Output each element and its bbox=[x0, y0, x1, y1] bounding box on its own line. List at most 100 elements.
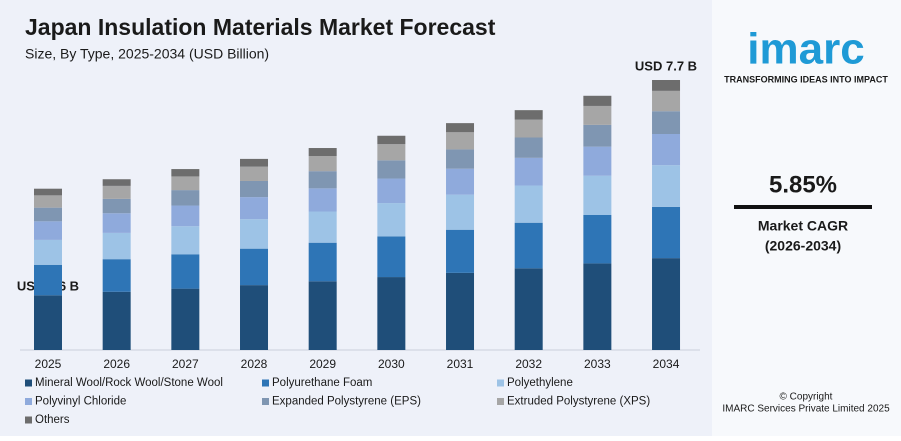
logo: imarc bbox=[747, 25, 864, 74]
bar-segment bbox=[240, 166, 269, 181]
bar-segment bbox=[583, 95, 612, 106]
legend-label: Others bbox=[35, 414, 70, 426]
bar-segment bbox=[240, 285, 269, 350]
bar-segment bbox=[446, 132, 475, 150]
bar-segment bbox=[34, 295, 62, 350]
bar-segment bbox=[514, 110, 543, 120]
cagr-period: (2026-2034) bbox=[765, 238, 841, 254]
cagr-value: 5.85% bbox=[769, 171, 837, 198]
bar-segment bbox=[240, 219, 269, 249]
bar-segment bbox=[171, 176, 200, 191]
bar-segment bbox=[446, 229, 475, 273]
legend-label: Polyurethane Foam bbox=[272, 377, 372, 389]
bar-segment bbox=[377, 277, 406, 350]
bar-segment bbox=[171, 169, 200, 177]
bar-segment bbox=[377, 178, 406, 204]
legend-swatch bbox=[262, 398, 269, 405]
bar-segment bbox=[102, 232, 131, 260]
bar-segment bbox=[308, 188, 337, 212]
bar-segment bbox=[34, 207, 62, 222]
bar-segment bbox=[652, 111, 681, 134]
bar-segment bbox=[308, 156, 337, 172]
bar-segment bbox=[308, 148, 337, 157]
bar-segment bbox=[652, 258, 681, 350]
bar-segment bbox=[34, 221, 62, 240]
x-tick-label: 2032 bbox=[515, 357, 542, 371]
bar-segment bbox=[308, 281, 337, 350]
legend-swatch bbox=[497, 379, 504, 387]
tagline: TRANSFORMING IDEAS INTO IMPACT bbox=[724, 74, 888, 84]
legend-swatch bbox=[25, 379, 32, 387]
legend-label: Polyvinyl Chloride bbox=[35, 396, 126, 408]
bar-segment bbox=[102, 185, 131, 199]
bar-segment bbox=[171, 288, 200, 350]
bar-segment bbox=[583, 105, 612, 125]
legend-swatch bbox=[497, 398, 504, 405]
bar-segment bbox=[240, 180, 269, 198]
bar-segment bbox=[377, 203, 406, 237]
bar-segment bbox=[34, 239, 62, 265]
bar-segment bbox=[240, 248, 269, 286]
x-tick-label: 2034 bbox=[653, 357, 680, 371]
legend-label: Extruded Polystyrene (XPS) bbox=[507, 396, 650, 408]
legend-label: Expanded Polystyrene (EPS) bbox=[272, 396, 421, 408]
legend-label: Mineral Wool/Rock Wool/Stone Wool bbox=[35, 377, 223, 389]
legend-swatch bbox=[262, 379, 269, 387]
bar-segment bbox=[514, 119, 543, 138]
x-tick-label: 2028 bbox=[241, 357, 268, 371]
bar-segment bbox=[377, 144, 406, 161]
bar-segment bbox=[34, 264, 62, 296]
bar-segment bbox=[308, 211, 337, 243]
bar-segment bbox=[377, 135, 406, 145]
bar-segment bbox=[652, 90, 681, 112]
bar-segment bbox=[652, 80, 681, 91]
bar-segment bbox=[34, 188, 62, 196]
bar-segment bbox=[171, 190, 200, 206]
bar-segment bbox=[240, 197, 269, 220]
bar-segment bbox=[308, 171, 337, 189]
legend-swatch bbox=[25, 398, 32, 405]
annotation: USD 7.7 B bbox=[635, 58, 697, 73]
bar-segment bbox=[446, 194, 475, 230]
bar-segment bbox=[514, 222, 543, 269]
bar-segment bbox=[102, 179, 131, 186]
bar-segment bbox=[446, 149, 475, 169]
x-tick-label: 2030 bbox=[378, 357, 405, 371]
bar-segment bbox=[102, 198, 131, 214]
bar-segment bbox=[583, 215, 612, 264]
chart-title: Japan Insulation Materials Market Foreca… bbox=[25, 14, 496, 40]
copyright: © Copyright bbox=[780, 392, 833, 403]
x-tick-label: 2031 bbox=[447, 357, 474, 371]
bar-segment bbox=[34, 195, 62, 208]
bar-segment bbox=[446, 272, 475, 350]
bar-segment bbox=[102, 259, 131, 292]
bar-segment bbox=[514, 137, 543, 158]
bar-segment bbox=[652, 165, 681, 207]
side-panel bbox=[712, 0, 901, 436]
bar-segment bbox=[583, 175, 612, 215]
x-tick-label: 2033 bbox=[584, 357, 611, 371]
bar-segment bbox=[240, 158, 269, 167]
bar-segment bbox=[377, 160, 406, 179]
x-tick-label: 2029 bbox=[309, 357, 336, 371]
bar-segment bbox=[171, 226, 200, 255]
bar-segment bbox=[102, 213, 131, 233]
bar-segment bbox=[652, 134, 681, 166]
bar-segment bbox=[514, 268, 543, 350]
bar-segment bbox=[583, 146, 612, 176]
x-tick-label: 2027 bbox=[172, 357, 199, 371]
bar-segment bbox=[308, 242, 337, 282]
x-tick-label: 2026 bbox=[103, 357, 130, 371]
bar-segment bbox=[652, 206, 681, 259]
bar-segment bbox=[377, 236, 406, 278]
bar-segment bbox=[583, 124, 612, 147]
bar-segment bbox=[171, 254, 200, 289]
bar-segment bbox=[446, 123, 475, 133]
divider bbox=[734, 205, 872, 209]
bar-segment bbox=[102, 291, 131, 350]
legend-label: Polyethylene bbox=[507, 377, 573, 389]
bar-segment bbox=[583, 263, 612, 350]
cagr-label: Market CAGR bbox=[758, 218, 848, 234]
bar-segment bbox=[446, 168, 475, 195]
